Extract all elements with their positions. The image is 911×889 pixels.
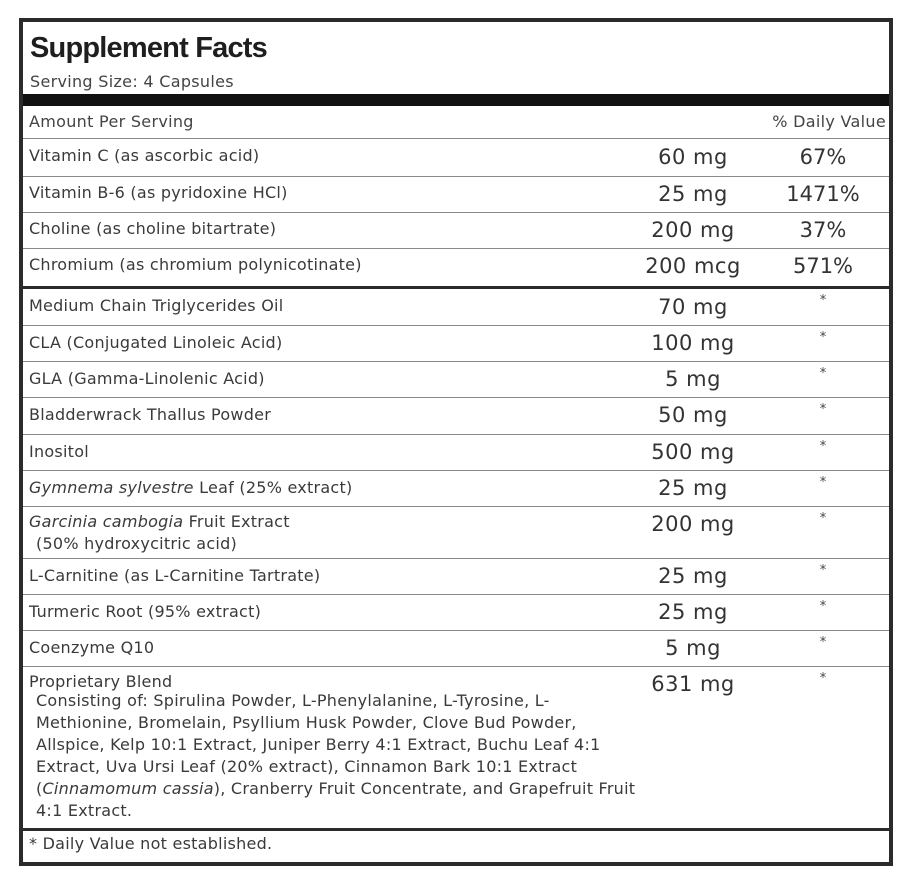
proprietary-blend-row: Proprietary Blend Consisting of: Spiruli… <box>23 667 889 831</box>
ingredient-name: Gymnema sylvestre Leaf (25% extract) <box>29 477 353 499</box>
ingredient-name: Bladderwrack Thallus Powder <box>29 405 272 424</box>
supplement-facts-panel: Supplement Facts Serving Size: 4 Capsule… <box>19 18 893 866</box>
ingredient-amount: 500 mg <box>651 440 735 464</box>
ingredient-amount: 200 mg <box>651 512 735 536</box>
ingredient-name: Turmeric Root (95% extract) <box>29 602 262 621</box>
ingredient-amount: 25 mg <box>658 600 728 624</box>
nutrient-dv: 67% <box>799 145 847 169</box>
blend-dv: * <box>819 671 827 686</box>
nutrient-name: Vitamin B-6 (as pyridoxine HCl) <box>29 183 288 202</box>
nutrient-row: Choline (as choline bitartrate) 200 mg 3… <box>23 213 889 249</box>
ingredient-dv: * <box>819 511 827 526</box>
nutrient-dv: 1471% <box>786 182 860 206</box>
ingredient-dv: * <box>819 563 827 578</box>
thick-divider <box>23 94 889 106</box>
nutrient-dv: 571% <box>792 254 854 278</box>
nutrient-name: Choline (as choline bitartrate) <box>29 219 277 238</box>
ingredient-amount: 25 mg <box>658 476 728 500</box>
ingredient-row: L-Carnitine (as L-Carnitine Tartrate) 25… <box>23 559 889 595</box>
blend-text-b: ), Cranberry Fruit Concentrate, and Grap… <box>36 779 636 820</box>
ingredient-name: L-Carnitine (as L-Carnitine Tartrate) <box>29 566 321 585</box>
ingredient-amount: 50 mg <box>658 403 728 427</box>
title-block: Supplement Facts Serving Size: 4 Capsule… <box>23 22 889 94</box>
footnote: * Daily Value not established. <box>29 834 273 853</box>
ingredient-dv: * <box>819 366 827 381</box>
ingredient-name: Inositol <box>29 442 89 461</box>
nutrient-name: Vitamin C (as ascorbic acid) <box>29 146 260 165</box>
ingredient-dv: * <box>819 475 827 490</box>
ingredient-name-line2: (50% hydroxycitric acid) <box>36 534 237 553</box>
ingredient-name: CLA (Conjugated Linoleic Acid) <box>29 333 283 352</box>
ingredient-row: Coenzyme Q10 5 mg * <box>23 631 889 667</box>
ingredient-row: Garcinia cambogia Fruit Extract (50% hyd… <box>23 507 889 559</box>
nutrient-name: Chromium (as chromium polynicotinate) <box>29 255 362 274</box>
ingredient-name: Garcinia cambogia Fruit Extract <box>29 511 290 533</box>
ingredient-row: GLA (Gamma-Linolenic Acid) 5 mg * <box>23 362 889 398</box>
ingredient-row: Gymnema sylvestre Leaf (25% extract) 25 … <box>23 471 889 507</box>
ingredient-amount: 5 mg <box>665 367 721 391</box>
ingredient-row: CLA (Conjugated Linoleic Acid) 100 mg * <box>23 326 889 362</box>
blend-text-italic: Cinnamomum cassia <box>42 779 214 798</box>
ingredient-dv: * <box>819 293 827 308</box>
blend-name: Proprietary Blend <box>29 672 173 691</box>
daily-value-label: % Daily Value <box>772 112 886 131</box>
nutrient-amount: 60 mg <box>658 145 728 169</box>
header-row: Amount Per Serving % Daily Value <box>23 106 889 139</box>
panel-title: Supplement Facts <box>30 32 268 64</box>
blend-amount: 631 mg <box>651 672 735 696</box>
ingredient-amount: 100 mg <box>651 331 735 355</box>
ingredient-name-italic: Garcinia cambogia <box>29 512 184 531</box>
serving-size: Serving Size: 4 Capsules <box>30 72 234 91</box>
ingredient-name: Coenzyme Q10 <box>29 638 155 657</box>
nutrient-row: Vitamin B-6 (as pyridoxine HCl) 25 mg 14… <box>23 177 889 213</box>
ingredient-row: Bladderwrack Thallus Powder 50 mg * <box>23 398 889 435</box>
ingredient-name-rest: Fruit Extract <box>183 512 290 531</box>
ingredient-dv: * <box>819 635 827 650</box>
nutrient-row: Chromium (as chromium polynicotinate) 20… <box>23 249 889 289</box>
ingredient-amount: 5 mg <box>665 636 721 660</box>
ingredient-dv: * <box>819 599 827 614</box>
amount-per-serving-label: Amount Per Serving <box>29 112 194 131</box>
nutrient-amount: 200 mg <box>651 218 735 242</box>
nutrient-dv: 37% <box>799 218 847 242</box>
ingredient-row: Turmeric Root (95% extract) 25 mg * <box>23 595 889 631</box>
ingredient-dv: * <box>819 402 827 417</box>
ingredient-dv: * <box>819 330 827 345</box>
ingredient-name: Medium Chain Triglycerides Oil <box>29 296 284 315</box>
ingredient-amount: 70 mg <box>658 295 728 319</box>
nutrient-amount: 25 mg <box>658 182 728 206</box>
ingredient-name-italic: Gymnema sylvestre <box>29 478 194 497</box>
ingredient-amount: 25 mg <box>658 564 728 588</box>
nutrient-row: Vitamin C (as ascorbic acid) 60 mg 67% <box>23 139 889 177</box>
nutrient-amount: 200 mcg <box>645 254 741 278</box>
ingredient-dv: * <box>819 439 827 454</box>
ingredient-name: GLA (Gamma-Linolenic Acid) <box>29 369 265 388</box>
blend-description: Consisting of: Spirulina Powder, L-Pheny… <box>36 690 636 822</box>
blend-text-a: Consisting of: Spirulina Powder, L-Pheny… <box>36 691 601 798</box>
ingredient-row: Inositol 500 mg * <box>23 435 889 471</box>
ingredient-row: Medium Chain Triglycerides Oil 70 mg * <box>23 289 889 326</box>
ingredient-name-rest: Leaf (25% extract) <box>193 478 353 497</box>
